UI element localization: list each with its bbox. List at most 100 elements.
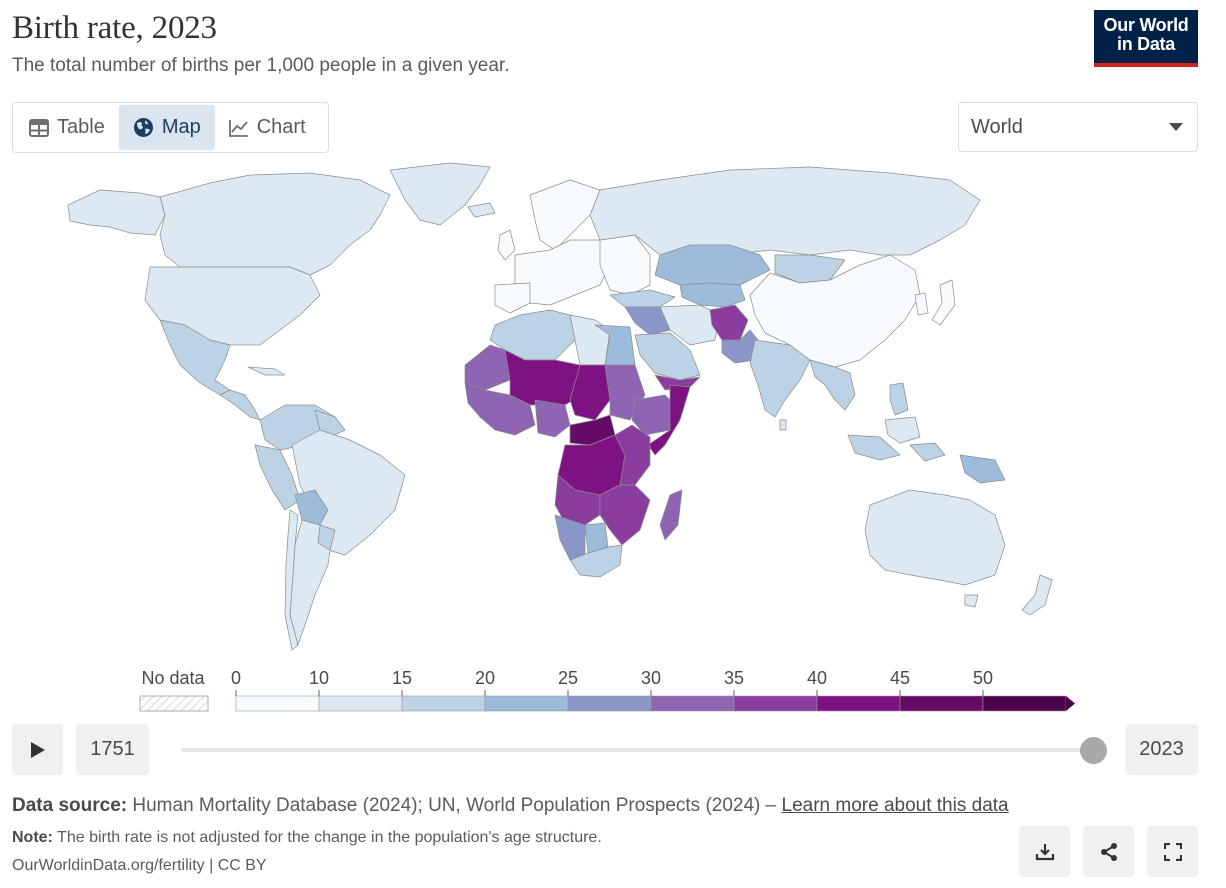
view-tabs: Table Map Chart [12, 102, 329, 153]
source-text: Human Mortality Database (2024); UN, Wor… [127, 795, 782, 816]
region-iraq-syria[interactable] [624, 306, 671, 336]
legend-tick-9: 50 [973, 668, 993, 688]
legend-tick-2: 15 [392, 668, 412, 688]
region-south-africa[interactable] [569, 544, 623, 578]
legend-bin-7[interactable] [816, 695, 901, 712]
timeline-track[interactable] [181, 748, 1093, 752]
legend-tick-7: 40 [807, 668, 827, 688]
region-east-africa[interactable] [614, 424, 651, 486]
tab-table[interactable]: Table [15, 105, 119, 150]
legend-tick-6: 35 [724, 668, 744, 688]
region-australia[interactable] [864, 489, 1006, 586]
region-cuba[interactable] [247, 366, 286, 376]
tab-chart[interactable]: Chart [215, 105, 320, 150]
region-central-asia[interactable] [679, 282, 746, 308]
share-icon [1100, 842, 1117, 861]
region-morocco-algeria[interactable] [489, 309, 576, 361]
table-icon [29, 118, 49, 137]
region-yemen[interactable] [654, 374, 701, 391]
legend-bin-3[interactable] [484, 695, 569, 712]
region-nigeria[interactable] [534, 399, 571, 438]
region-canada[interactable] [159, 172, 391, 276]
legend-bin-1[interactable] [318, 695, 403, 712]
region-peru-ecuador[interactable] [254, 444, 301, 511]
region-china[interactable] [749, 254, 921, 368]
tab-chart-label: Chart [256, 116, 306, 138]
region-angola[interactable] [554, 474, 601, 526]
region-zambia-mozambique[interactable] [599, 484, 651, 546]
region-southeast-asia[interactable] [809, 359, 856, 411]
region-guianas[interactable] [314, 409, 346, 438]
logo-line-2: in Data [1117, 34, 1175, 54]
legend-no-data-label: No data [141, 668, 205, 688]
legend-bin-2[interactable] [401, 695, 486, 712]
region-philippines[interactable] [889, 382, 909, 416]
legend-bin-8[interactable] [899, 695, 984, 712]
tab-table-label: Table [57, 116, 105, 138]
region-iberia[interactable] [494, 282, 531, 314]
share-button[interactable] [1083, 826, 1134, 877]
region-saudi-arabia[interactable] [634, 332, 701, 381]
region-borneo[interactable] [884, 416, 921, 444]
legend-tick-4: 25 [558, 668, 578, 688]
owid-logo[interactable]: Our World in Data [1094, 10, 1198, 67]
region-central-america[interactable] [219, 389, 261, 421]
region-greenland[interactable] [389, 162, 491, 226]
region-tasmania[interactable] [964, 594, 979, 608]
world-map[interactable] [10, 155, 1210, 655]
globe-icon [133, 118, 153, 137]
fullscreen-button[interactable] [1147, 826, 1198, 877]
map-legend: No data 0 10 15 20 25 30 35 40 45 50 [139, 668, 1075, 712]
region-chile[interactable] [284, 509, 299, 651]
region-papua[interactable] [959, 454, 1006, 484]
download-button[interactable] [1019, 826, 1070, 877]
note-label: Note: [12, 829, 53, 846]
region-bolivia[interactable] [294, 489, 329, 526]
legend-arrow [1066, 696, 1075, 711]
timeline-handle[interactable] [1080, 737, 1107, 764]
region-select[interactable]: World [958, 102, 1198, 152]
line-chart-icon [228, 119, 248, 137]
legend-bin-4[interactable] [567, 695, 652, 712]
region-mauritania[interactable] [464, 344, 511, 391]
source-label: Data source: [12, 795, 128, 816]
region-iceland[interactable] [467, 202, 496, 218]
note: Note: The birth rate is not adjusted for… [12, 829, 602, 847]
region-scandinavia[interactable] [529, 179, 601, 251]
legend-tick-3: 20 [475, 668, 495, 688]
region-eastern-europe[interactable] [599, 234, 651, 296]
region-turkey[interactable] [609, 289, 676, 308]
note-text: The birth rate is not adjusted for the c… [52, 829, 602, 846]
region-libya[interactable] [569, 314, 611, 366]
region-mexico[interactable] [159, 319, 231, 396]
region-korea[interactable] [914, 292, 929, 316]
play-icon [30, 741, 45, 758]
region-alaska[interactable] [67, 189, 166, 236]
region-uk[interactable] [497, 229, 516, 261]
legend-bin-0[interactable] [235, 695, 320, 712]
region-west-africa[interactable] [464, 382, 536, 436]
region-sri-lanka[interactable] [779, 419, 787, 431]
legend-bin-9[interactable] [982, 695, 1067, 712]
timeline-start-year[interactable]: 1751 [76, 724, 149, 775]
region-russia[interactable] [589, 166, 981, 261]
timeline-end-year[interactable]: 2023 [1125, 724, 1198, 775]
region-japan[interactable] [931, 279, 956, 326]
logo-line-1: Our World [1103, 15, 1189, 35]
region-indonesia-west[interactable] [847, 434, 901, 461]
region-somalia[interactable] [647, 384, 691, 456]
source-url[interactable]: OurWorldinData.org/fertility | CC BY [12, 857, 267, 874]
tab-map-label: Map [161, 116, 201, 138]
legend-bin-5[interactable] [650, 695, 735, 712]
legend-no-data-swatch [139, 695, 209, 712]
region-indonesia-east[interactable] [909, 442, 946, 462]
tab-map[interactable]: Map [118, 105, 215, 150]
learn-more-link[interactable]: Learn more about this data [781, 795, 1009, 816]
chart-subtitle: The total number of births per 1,000 peo… [12, 55, 510, 76]
region-madagascar[interactable] [659, 489, 683, 541]
region-new-zealand[interactable] [1021, 574, 1053, 616]
region-kazakhstan[interactable] [654, 244, 771, 286]
play-button[interactable] [12, 724, 63, 775]
caret-down-icon [1169, 123, 1183, 131]
legend-bin-6[interactable] [733, 695, 818, 712]
